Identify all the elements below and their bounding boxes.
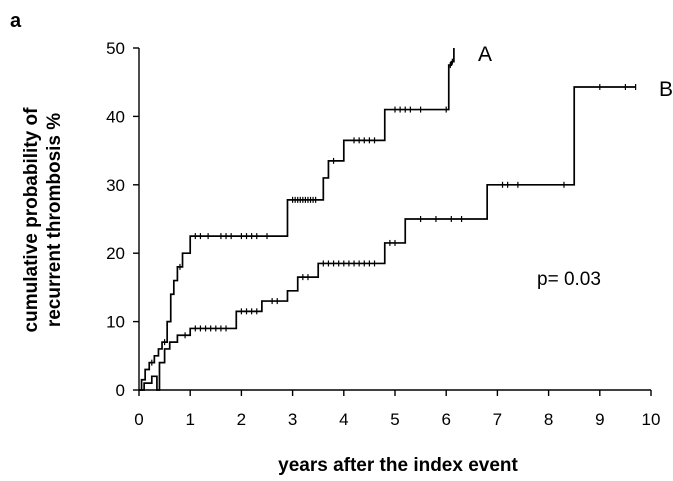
series-label-a: A — [478, 43, 492, 66]
y-tick-label: 10 — [106, 313, 125, 332]
x-tick-label: 9 — [595, 410, 604, 429]
x-tick-label: 5 — [390, 410, 399, 429]
x-tick-label: 1 — [185, 410, 194, 429]
series-label-b: B — [659, 78, 673, 101]
x-tick-label: 6 — [441, 410, 450, 429]
x-tick-label: 2 — [237, 410, 246, 429]
y-axis-title-line-2: recurrent thrombosis % — [44, 113, 65, 327]
series-layer — [139, 48, 637, 391]
y-tick-label: 30 — [106, 176, 125, 195]
y-tick-label: 50 — [106, 39, 125, 58]
km-curve-b — [139, 86, 636, 391]
p-value-annotation: p= 0.03 — [537, 269, 601, 290]
axes: 0 10 20 30 40 50 0 1 2 3 4 5 6 7 8 9 10 — [106, 39, 660, 429]
x-tick-label: 4 — [339, 410, 348, 429]
panel-label: a — [10, 10, 22, 32]
x-axis-title: years after the index event — [278, 455, 518, 476]
x-tick-label: 3 — [288, 410, 297, 429]
x-tick-label: 0 — [134, 410, 143, 429]
x-tick-label: 10 — [642, 410, 661, 429]
x-tick-label: 8 — [544, 410, 553, 429]
y-axis-title-line-1: cumulative probability of — [21, 107, 42, 333]
x-tick-label: 7 — [493, 410, 502, 429]
y-tick-label: 20 — [106, 244, 125, 263]
y-tick-label: 40 — [106, 107, 125, 126]
y-tick-label: 0 — [116, 381, 125, 400]
